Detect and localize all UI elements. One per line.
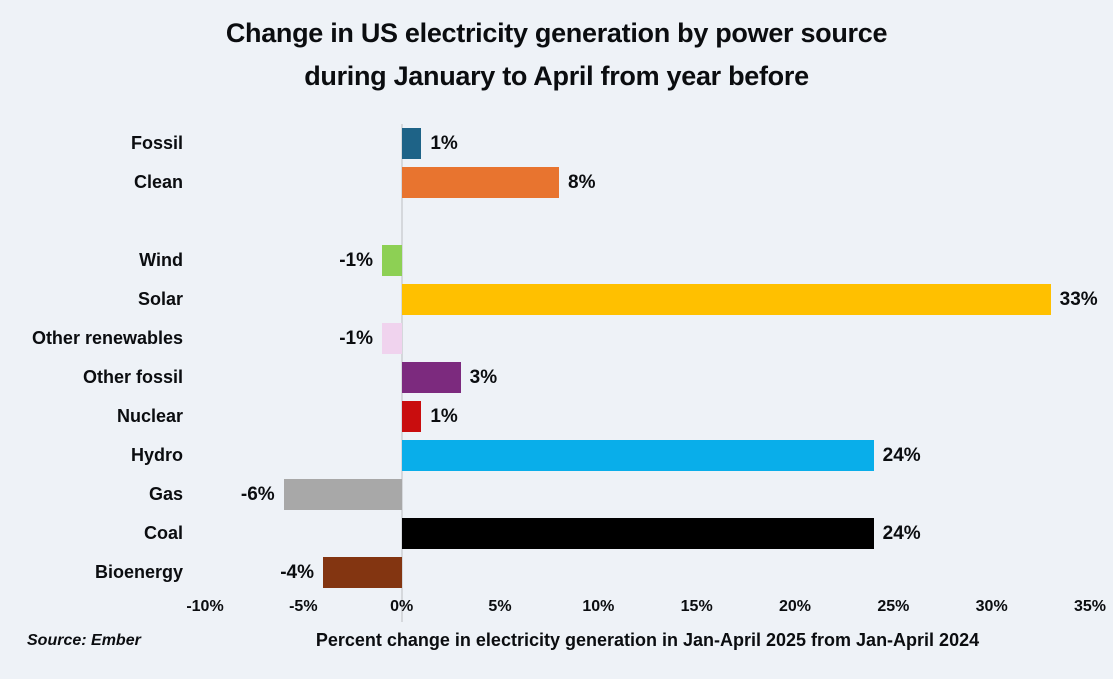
bar	[382, 323, 402, 354]
category-label: Hydro	[130, 445, 183, 465]
bar-track: -6%	[205, 475, 1090, 514]
x-tick-label: 15%	[680, 598, 713, 615]
bar-rows-container: Fossil 1% Clean 8% Wind -1% Solar 33% Other rene…	[0, 124, 1113, 592]
bar-track: 1%	[205, 124, 1090, 163]
bar	[401, 128, 422, 159]
x-tick-label: 20%	[778, 598, 811, 615]
x-tick-label: 35%	[1073, 598, 1107, 615]
bar-track: 24%	[205, 514, 1090, 553]
bar-row: Solar 33%	[0, 280, 1113, 319]
bar-chart: Fossil 1% Clean 8% Wind -1% Solar 33% Other rene…	[0, 124, 1113, 622]
category-label: Bioenergy	[94, 562, 183, 582]
value-label: 1%	[430, 132, 458, 154]
value-label: -1%	[339, 249, 373, 271]
category-label: Other fossil	[82, 367, 183, 387]
value-label: 1%	[430, 405, 458, 427]
bar-row: Gas -6%	[0, 475, 1113, 514]
x-tick-label: 10%	[582, 598, 615, 615]
bar-track: 24%	[205, 436, 1090, 475]
value-label: 33%	[1059, 288, 1098, 310]
bar-track: -4%	[205, 553, 1090, 592]
bar-row: Bioenergy -4%	[0, 553, 1113, 592]
value-label: -1%	[339, 327, 373, 349]
x-tick-label: 5%	[488, 598, 512, 615]
bar-row: Fossil 1%	[0, 124, 1113, 163]
x-tick-label: 25%	[877, 598, 910, 615]
bar-track: 33%	[205, 280, 1098, 319]
x-tick-label: 30%	[975, 598, 1008, 615]
bar-track: -1%	[205, 241, 1090, 280]
category-label: Solar	[137, 289, 183, 309]
bar	[401, 401, 422, 432]
category-label: Coal	[143, 523, 183, 543]
bar-track: -1%	[205, 319, 1090, 358]
bar	[283, 479, 402, 510]
bar-row: Hydro 24%	[0, 436, 1113, 475]
bar-track: 1%	[205, 397, 1090, 436]
bar	[401, 518, 874, 549]
category-label: Wind	[139, 250, 183, 270]
chart-footer: Percent change in electricity generation…	[0, 630, 1113, 664]
value-label: 24%	[882, 444, 921, 466]
chart-title-line1: Change in US electricity generation by p…	[225, 18, 888, 48]
group-gap	[0, 202, 1113, 241]
category-label: Fossil	[130, 133, 183, 153]
x-axis-ticks: -10% -5% 0% 5% 10% 15% 20% 25% 30% 35%	[186, 596, 1106, 622]
value-label: -6%	[240, 483, 275, 505]
chart-title-line2: during January to April from year before	[304, 61, 809, 91]
bar	[382, 245, 402, 276]
x-axis-title: Percent change in electricity generation…	[315, 630, 980, 650]
bar-row: Clean 8%	[0, 163, 1113, 202]
bar	[323, 557, 402, 588]
category-label: Other renewables	[31, 328, 183, 348]
category-label: Clean	[133, 172, 183, 192]
chart-title: Change in US electricity generation by p…	[0, 12, 1113, 98]
bar-track: 3%	[205, 358, 1090, 397]
bar-row: Other renewables -1%	[0, 319, 1113, 358]
value-label: 3%	[469, 366, 498, 388]
category-label: Nuclear	[116, 406, 183, 426]
bar-row: Nuclear 1%	[0, 397, 1113, 436]
bar-row: Coal 24%	[0, 514, 1113, 553]
bar	[401, 284, 1051, 315]
x-tick-label: -5%	[289, 598, 318, 615]
value-label: 24%	[882, 522, 921, 544]
bar	[401, 167, 559, 198]
bar-row: Wind -1%	[0, 241, 1113, 280]
bar	[401, 362, 461, 393]
x-tick-label: 0%	[390, 598, 414, 615]
category-label: Gas	[148, 484, 183, 504]
bar-row: Other fossil 3%	[0, 358, 1113, 397]
bar	[401, 440, 874, 471]
x-tick-label: -10%	[186, 598, 224, 615]
source-note: Source: Ember	[27, 632, 141, 649]
chart-page: Change in US electricity generation by p…	[0, 12, 1113, 679]
value-label: 8%	[568, 171, 596, 193]
bar-track: 8%	[205, 163, 1090, 202]
value-label: -4%	[280, 561, 315, 583]
